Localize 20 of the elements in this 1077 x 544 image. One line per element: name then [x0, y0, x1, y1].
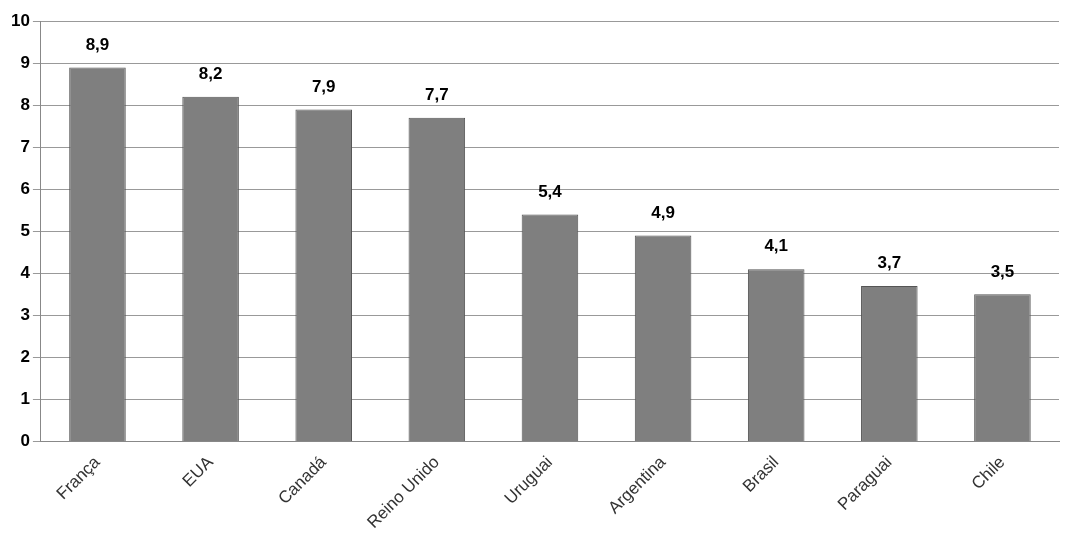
y-tick-label: 2	[20, 347, 30, 367]
data-label: 4,9	[651, 202, 675, 222]
y-tick-label: 5	[20, 221, 30, 240]
data-label: 4,1	[764, 236, 789, 256]
data-label: 8,9	[85, 34, 110, 54]
data-label: 8,2	[198, 64, 223, 84]
y-tick-label: 3	[20, 305, 30, 325]
y-tick-label: 6	[20, 178, 30, 198]
y-tick-label: 4	[20, 263, 31, 283]
y-tick-label: 1	[20, 389, 30, 409]
y-tick-label: 10	[10, 10, 30, 30]
y-tick-label: 8	[20, 94, 30, 114]
data-label: 7,7	[425, 85, 449, 105]
y-tick-label: 7	[20, 136, 30, 156]
y-tick-label: 9	[20, 52, 30, 72]
y-tick-label: 0	[20, 431, 30, 451]
data-label: 7,9	[311, 76, 336, 96]
data-label: 3,7	[877, 253, 902, 273]
data-label: 3,5	[990, 261, 1015, 281]
data-label: 5,4	[538, 181, 563, 201]
